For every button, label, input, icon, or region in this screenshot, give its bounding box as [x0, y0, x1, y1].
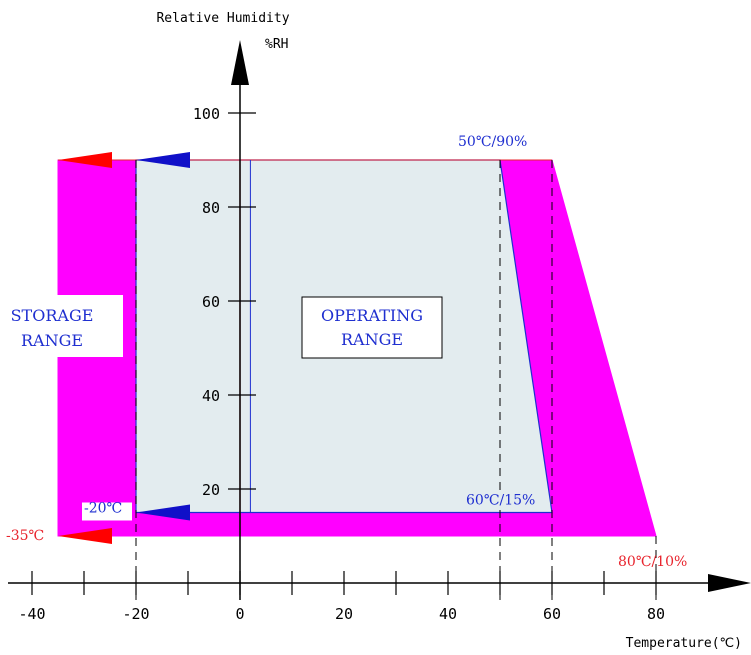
y-tick-label-20: 20: [202, 481, 220, 499]
storage-bottom-arrow: [58, 528, 112, 544]
x-tick-label-40: 40: [439, 605, 457, 623]
operating-top-arrow: [136, 152, 190, 168]
y-axis-arrow: [231, 40, 249, 85]
storage-top-arrow: [58, 152, 112, 168]
sixty-label-bg: [464, 490, 546, 509]
operating-label-box: [301, 296, 443, 359]
y-tick-label-60: 60: [202, 293, 220, 311]
neg20-label-bg: [82, 502, 132, 521]
axes-layer: -40 -20 0 20 40 60 80 20 40 60 80 100: [8, 40, 751, 623]
x-tick-label-60: 60: [543, 605, 561, 623]
x-tick-label-neg40: -40: [18, 605, 45, 623]
storage-label-line1: STORAGE: [11, 306, 94, 325]
y-axis-unit: %RH: [265, 37, 288, 52]
operating-label-line2: RANGE: [341, 330, 403, 349]
annotation-2: 80℃/10%: [618, 554, 687, 570]
x-tick-label-0: 0: [235, 605, 244, 623]
y-axis-label: Relative Humidity: [156, 11, 289, 26]
x-tick-label-20: 20: [335, 605, 353, 623]
x-tick-label-neg20: -20: [122, 605, 149, 623]
y-tick-label-100: 100: [193, 105, 220, 123]
y-tick-label-80: 80: [202, 199, 220, 217]
annotation-0: 50℃/90%: [458, 134, 527, 150]
operating-bottom-arrow: [136, 504, 190, 521]
x-axis-arrow: [708, 574, 751, 592]
x-axis-label: Temperature(℃): [626, 636, 742, 651]
annotation-1: 60℃/15%: [466, 493, 535, 509]
annotation-3: -20℃: [84, 501, 122, 517]
storage-label-box: [0, 295, 123, 357]
storage-label-line2: RANGE: [21, 331, 83, 350]
annotation-4: -35℃: [6, 528, 44, 544]
x-tick-label-80: 80: [647, 605, 665, 623]
labels-layer: STORAGE RANGE OPERATING RANGE 50℃/90% 60℃/15%…: [0, 134, 687, 570]
y-tick-label-40: 40: [202, 387, 220, 405]
operating-label-line1: OPERATING: [321, 306, 423, 325]
